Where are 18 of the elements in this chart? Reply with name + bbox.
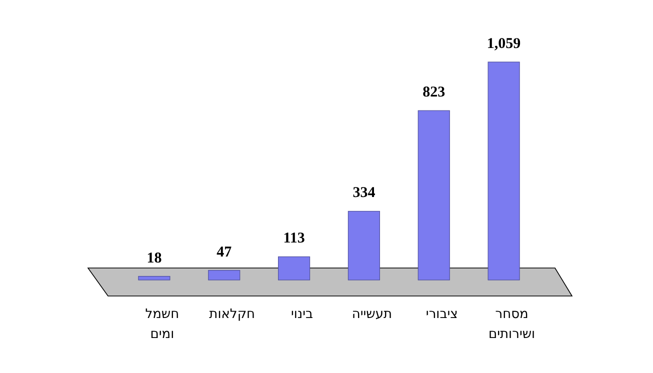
x-tick-label: חשמל ומים bbox=[145, 307, 180, 342]
data-label: 47 bbox=[216, 244, 232, 260]
data-label: 823 bbox=[422, 84, 446, 101]
data-label: 113 bbox=[283, 230, 305, 247]
bar bbox=[138, 276, 170, 280]
bar bbox=[278, 256, 310, 280]
data-label: 1,059 bbox=[486, 36, 521, 52]
bar bbox=[348, 210, 380, 280]
x-tick-label: מסחר ושירותים bbox=[488, 307, 536, 342]
bar bbox=[208, 270, 240, 280]
x-tick-label: תעשייה bbox=[352, 307, 392, 322]
x-tick-label: ציבורי bbox=[426, 307, 458, 322]
x-tick-label: בינוי bbox=[291, 307, 314, 322]
bar bbox=[418, 110, 450, 280]
x-tick-label: חקלאות bbox=[209, 307, 256, 322]
bar bbox=[488, 62, 520, 280]
data-label: 18 bbox=[146, 250, 162, 266]
data-label: 334 bbox=[352, 185, 376, 202]
